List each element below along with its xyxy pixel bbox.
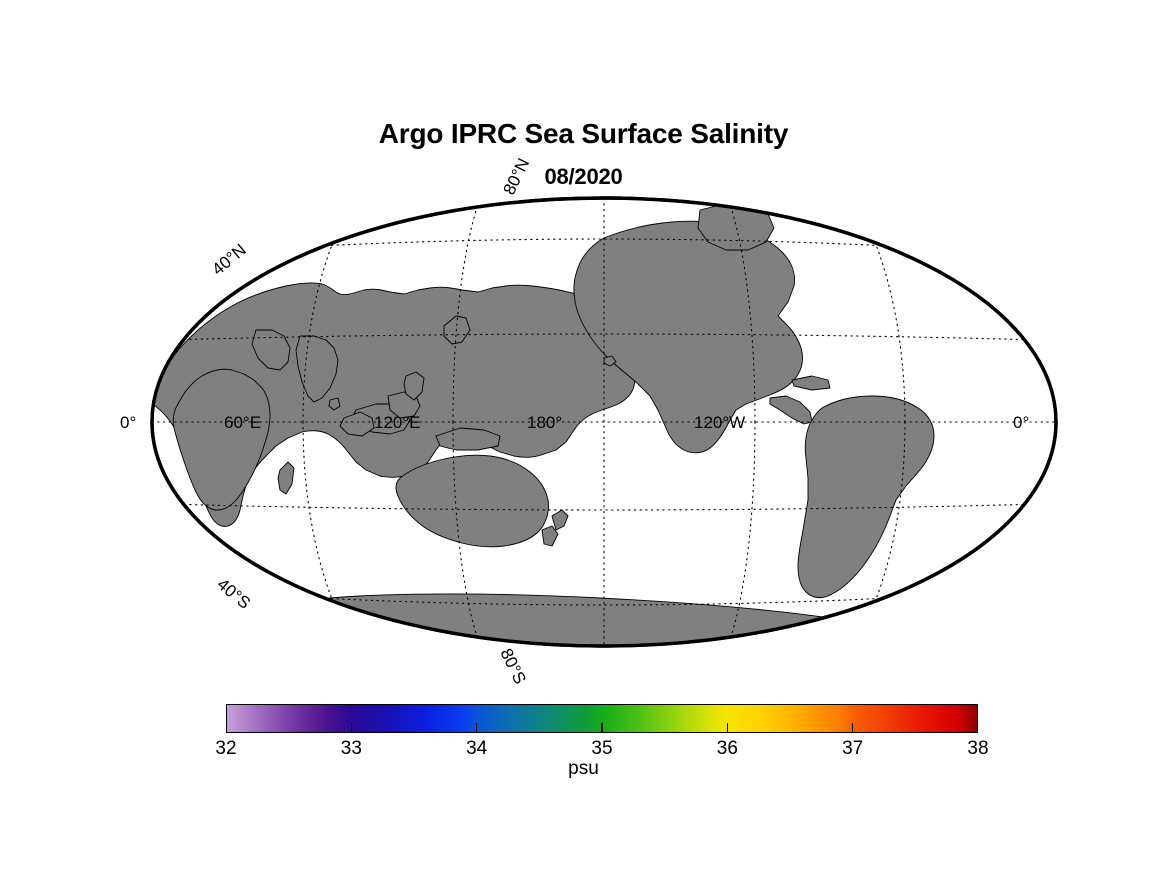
colorbar-tick [601,723,603,733]
graticule-label-120w: 120°W [694,413,745,432]
graticule-label-60e: 60°E [224,413,261,432]
landmass-new-guinea [435,427,501,451]
meridian-120e [452,198,481,646]
landmass-caribbean [791,375,831,391]
colorbar-tick-label: 33 [340,738,362,759]
colorbar-tick [350,723,353,733]
landmass-south-america [797,395,935,599]
landmass-new-zealand-south [541,525,559,547]
landmass-new-zealand [551,509,569,531]
landmass-novaya-zemlya [285,223,313,243]
colorbar-tick [475,723,478,733]
landmass-uk [189,283,213,305]
landmass-australia [395,454,549,548]
graticule-label-180: 180° [527,413,562,432]
graticule-label-80n: 80°N [500,155,534,197]
graticule-label-right-0: 0° [1013,413,1029,432]
colorbar-unit-label: psu [568,758,599,779]
landmass-svalbard [329,211,357,229]
colorbar [226,704,978,733]
figure-subtitle: 08/2020 [544,164,623,189]
colorbar-tick-label: 32 [215,738,237,759]
landmass-arabia [251,329,291,371]
meridian-120w [727,198,756,646]
graticule-label-40n: 40°N [208,240,249,279]
graticule-label-40s: 40°S [213,575,254,613]
colorbar-tick-label: 38 [967,738,989,759]
landmass-sumatra [339,411,375,437]
landmass-africa [172,368,271,511]
graticule-label-80s: 80°S [496,645,529,687]
colorbar-tick-label: 36 [716,738,738,759]
colorbar-tick [726,723,729,733]
landmass-hawaii [603,355,617,367]
colorbar-tick-label: 35 [591,738,613,759]
graticule-label-120e: 120°E [374,413,421,432]
landmass-central-america [769,395,813,425]
page-title: Argo IPRC Sea Surface Salinity [378,118,789,149]
parallel-40s [166,503,1042,511]
landmass-japan [443,315,471,345]
colorbar-tick [851,723,854,733]
landmass-madagascar [277,461,295,495]
graticule-label-left-0: 0° [120,413,136,432]
globe-outline-overstroke [150,196,1058,648]
colorbar-tick-label: 34 [466,738,488,759]
landmass-sri-lanka [328,397,341,411]
colorbar-tick-label: 37 [842,738,864,759]
landmass-philippines [403,371,425,401]
parallel-40n [166,333,1042,341]
